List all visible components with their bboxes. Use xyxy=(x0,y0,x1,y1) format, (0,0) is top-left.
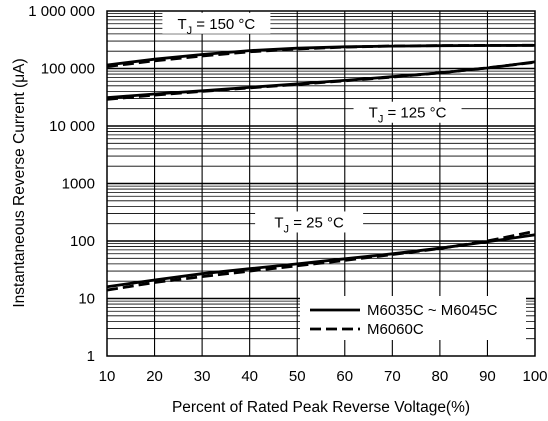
x-tick-label: 90 xyxy=(479,368,496,385)
plot-frame xyxy=(106,10,536,357)
y-tick-label: 100 000 xyxy=(41,61,95,78)
y-axis-label: Instantaneous Reverse Current (μA) xyxy=(11,58,28,307)
series-lines xyxy=(107,43,535,292)
y-tick-label: 10 xyxy=(78,291,95,308)
y-tick-label: 100 xyxy=(70,233,95,250)
x-tick-label: 80 xyxy=(432,368,449,385)
y-tick-label: 1 xyxy=(87,348,95,365)
x-tick-label: 30 xyxy=(194,368,211,385)
y-tick-label: 1000 xyxy=(62,176,95,193)
x-tick-label: 100 xyxy=(522,368,547,385)
y-tick-label: 1 000 000 xyxy=(28,3,95,20)
y-tick-label: 10 000 xyxy=(49,118,95,135)
legend-label: M6035C ~ M6045C xyxy=(367,302,498,319)
legend: M6035C ~ M6045C M6060C xyxy=(300,296,526,340)
x-tick-label: 20 xyxy=(146,368,163,385)
legend-box xyxy=(300,296,526,340)
x-tick-label: 40 xyxy=(241,368,258,385)
series-line-25-dashed xyxy=(107,229,535,292)
annotation-background xyxy=(255,211,364,233)
annotation-background xyxy=(162,12,271,34)
x-tick-label: 10 xyxy=(99,368,116,385)
series-line-150-dashed xyxy=(107,43,535,68)
annotation-label: TJ = 25 °C xyxy=(274,214,344,235)
x-tick-label: 50 xyxy=(289,368,306,385)
x-tick-label: 70 xyxy=(384,368,401,385)
x-axis-label: Percent of Rated Peak Reverse Voltage(%) xyxy=(172,399,470,416)
annotation-background xyxy=(353,101,462,123)
legend-label: M6060C xyxy=(367,321,424,338)
x-tick-label: 60 xyxy=(336,368,353,385)
annotation-label: TJ = 125 °C xyxy=(369,105,447,126)
series-line-125-dashed xyxy=(107,60,535,101)
annotation-label: TJ = 150 °C xyxy=(177,16,255,37)
annotations: TJ = 150 °C TJ = 125 °C TJ = 25 °C xyxy=(162,12,462,235)
